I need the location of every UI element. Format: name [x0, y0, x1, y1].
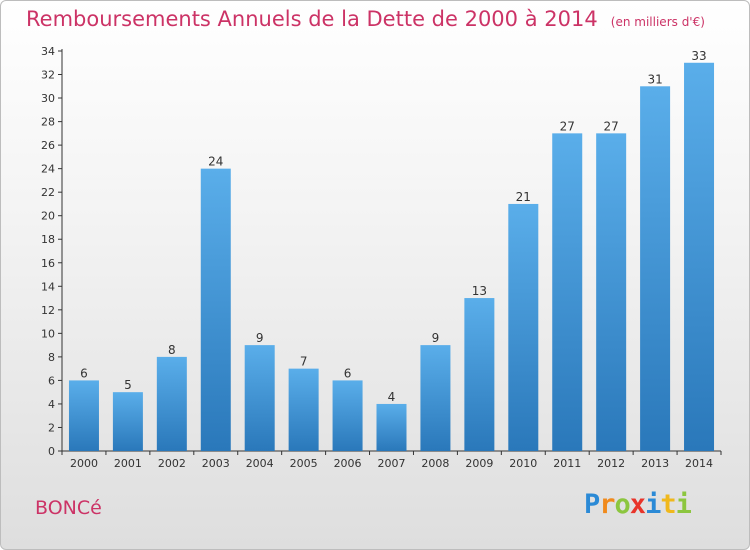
y-tick-label: 10	[41, 327, 55, 340]
y-tick-label: 28	[41, 116, 55, 129]
bar-value-label: 7	[300, 355, 308, 369]
bar-value-label: 4	[388, 390, 396, 404]
logo-letter: i	[675, 489, 692, 520]
x-tick-label: 2010	[509, 457, 537, 470]
logo-letter: o	[614, 489, 631, 520]
bar-value-label: 27	[604, 119, 619, 133]
x-tick-label: 2012	[597, 457, 625, 470]
y-tick-label: 8	[48, 351, 55, 364]
bar	[112, 392, 143, 451]
logo-letter: t	[660, 489, 676, 520]
bar	[244, 345, 275, 451]
x-tick-label: 2007	[378, 457, 406, 470]
chart-title: Remboursements Annuels de la Dette de 20…	[26, 7, 598, 31]
x-tick-label: 2002	[158, 457, 186, 470]
x-tick-label: 2008	[421, 457, 449, 470]
y-tick-label: 20	[41, 210, 55, 223]
bar-value-label: 6	[80, 366, 88, 380]
bar	[156, 356, 187, 451]
bar	[508, 203, 539, 451]
y-tick-label: 18	[41, 233, 55, 246]
y-tick-label: 16	[41, 257, 55, 270]
y-tick-label: 26	[41, 139, 55, 152]
y-tick-label: 32	[41, 69, 55, 82]
bar-value-label: 27	[560, 119, 575, 133]
bar	[68, 380, 99, 451]
logo-letter: x	[629, 489, 646, 520]
y-tick-label: 24	[41, 163, 55, 176]
bar-value-label: 8	[168, 343, 176, 357]
x-tick-label: 2014	[685, 457, 713, 470]
logo-letter: i	[645, 489, 661, 520]
bar-value-label: 33	[691, 49, 706, 63]
bar	[464, 298, 495, 451]
chart-subtitle: (en milliers d'€)	[610, 15, 705, 29]
bar	[640, 86, 671, 451]
bar	[596, 133, 627, 451]
x-tick-label: 2004	[246, 457, 274, 470]
bar	[684, 62, 715, 451]
commune-name: BONCé	[35, 497, 102, 519]
x-tick-label: 2003	[202, 457, 230, 470]
x-tick-label: 2013	[641, 457, 669, 470]
y-tick-label: 0	[48, 445, 55, 458]
bar-value-label: 9	[432, 331, 440, 345]
bar-value-label: 21	[516, 190, 531, 204]
x-tick-label: 2009	[465, 457, 493, 470]
y-tick-label: 4	[48, 398, 55, 411]
bar	[552, 133, 583, 451]
x-tick-label: 2005	[290, 457, 318, 470]
x-tick-label: 2000	[70, 457, 98, 470]
bar-value-label: 6	[344, 366, 352, 380]
logo-letter: P	[584, 489, 600, 520]
bar-value-label: 5	[124, 378, 132, 392]
bar-value-label: 31	[647, 72, 662, 86]
y-tick-label: 34	[41, 45, 55, 58]
bar-value-label: 13	[472, 284, 487, 298]
proxiti-logo: Proxiti	[584, 489, 692, 520]
y-tick-label: 14	[41, 280, 55, 293]
bar	[420, 345, 451, 451]
bar	[200, 168, 231, 451]
y-tick-label: 22	[41, 186, 55, 199]
x-tick-label: 2011	[553, 457, 581, 470]
bar	[288, 368, 319, 451]
x-tick-label: 2006	[334, 457, 362, 470]
logo-letter: r	[599, 489, 615, 520]
chart-title-block: Remboursements Annuels de la Dette de 20…	[26, 7, 705, 31]
y-tick-label: 30	[41, 92, 55, 105]
bar-value-label: 24	[208, 155, 223, 169]
y-tick-label: 12	[41, 304, 55, 317]
y-tick-label: 2	[48, 421, 55, 434]
x-tick-label: 2001	[114, 457, 142, 470]
bar	[376, 403, 407, 451]
bar-value-label: 9	[256, 331, 264, 345]
y-tick-label: 6	[48, 374, 55, 387]
bar	[332, 380, 363, 451]
